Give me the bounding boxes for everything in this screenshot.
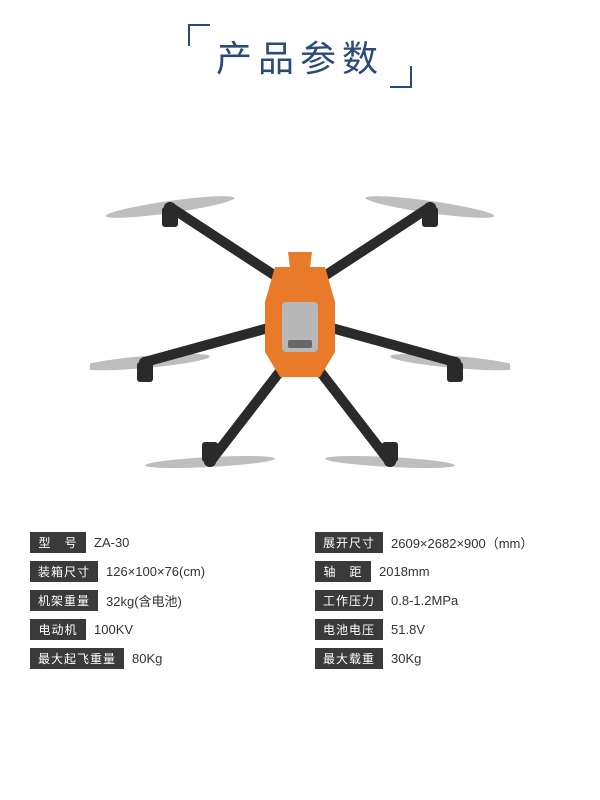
- spec-label: 装箱尺寸: [30, 561, 98, 582]
- spec-row: 最大起飞重量 80Kg: [30, 648, 285, 669]
- spec-value: 126×100×76(cm): [106, 564, 205, 579]
- spec-label: 工作压力: [315, 590, 383, 611]
- spec-row: 展开尺寸 2609×2682×900（mm）: [315, 532, 570, 553]
- spec-label: 电池电压: [315, 619, 383, 640]
- spec-row: 机架重量 32kg(含电池): [30, 590, 285, 611]
- spec-value: 2018mm: [379, 564, 430, 579]
- spec-label: 型 号: [30, 532, 86, 553]
- spec-col-left: 型 号 ZA-30 装箱尺寸 126×100×76(cm) 机架重量 32kg(…: [30, 532, 285, 669]
- spec-value: 2609×2682×900（mm）: [391, 533, 533, 552]
- title-label: 产品参数: [216, 38, 384, 79]
- spec-row: 工作压力 0.8-1.2MPa: [315, 590, 570, 611]
- spec-label: 电动机: [30, 619, 86, 640]
- product-image: [0, 132, 600, 512]
- spec-label: 展开尺寸: [315, 532, 383, 553]
- spec-row: 电池电压 51.8V: [315, 619, 570, 640]
- spec-value: 80Kg: [132, 651, 162, 666]
- spec-value: 100KV: [94, 622, 133, 637]
- spec-col-right: 展开尺寸 2609×2682×900（mm） 轴 距 2018mm 工作压力 0…: [315, 532, 570, 669]
- spec-label: 机架重量: [30, 590, 98, 611]
- spec-value: 30Kg: [391, 651, 421, 666]
- spec-label: 最大载重: [315, 648, 383, 669]
- spec-row: 型 号 ZA-30: [30, 532, 285, 553]
- page-title: 产品参数: [216, 30, 384, 82]
- title-section: 产品参数: [0, 0, 600, 102]
- drone-icon: [90, 152, 510, 492]
- spec-label: 轴 距: [315, 561, 371, 582]
- spec-row: 最大载重 30Kg: [315, 648, 570, 669]
- spec-row: 装箱尺寸 126×100×76(cm): [30, 561, 285, 582]
- spec-value: 32kg(含电池): [106, 591, 182, 610]
- spec-table: 型 号 ZA-30 装箱尺寸 126×100×76(cm) 机架重量 32kg(…: [0, 512, 600, 679]
- bracket-tl-icon: [188, 24, 210, 46]
- bracket-br-icon: [390, 66, 412, 88]
- spec-value: ZA-30: [94, 535, 129, 550]
- spec-row: 轴 距 2018mm: [315, 561, 570, 582]
- spec-value: 0.8-1.2MPa: [391, 593, 458, 608]
- spec-row: 电动机 100KV: [30, 619, 285, 640]
- spec-value: 51.8V: [391, 622, 425, 637]
- spec-label: 最大起飞重量: [30, 648, 124, 669]
